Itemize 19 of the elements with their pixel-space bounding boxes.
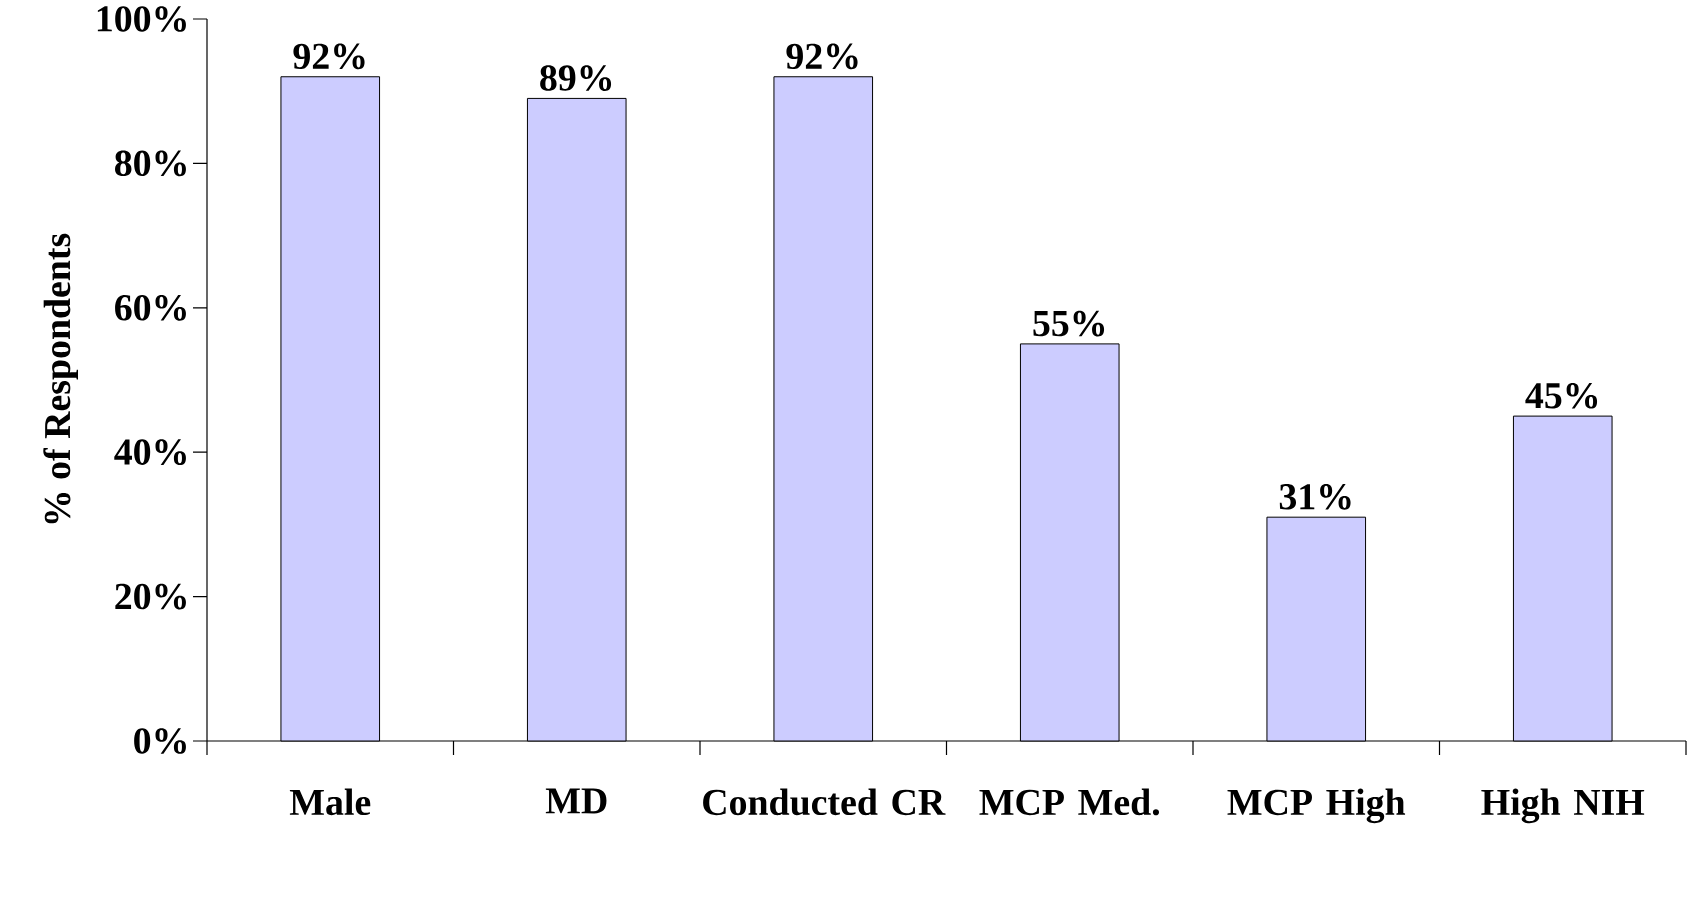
y-axis-title: % of Respondents bbox=[43, 233, 78, 524]
y-tick-label: 60% bbox=[115, 294, 186, 321]
data-label: 92% bbox=[786, 43, 858, 70]
data-label: 89% bbox=[540, 65, 612, 91]
y-tick-label: 20% bbox=[115, 583, 186, 610]
y-tick-label: 40% bbox=[114, 439, 186, 466]
x-tick-label: MCP Med. bbox=[979, 788, 1160, 816]
data-label: 45% bbox=[1525, 382, 1598, 409]
y-tick-label: 80% bbox=[115, 150, 186, 177]
x-tick-label: MCP High bbox=[1227, 788, 1406, 824]
x-tick-label: High NIH bbox=[1481, 788, 1645, 824]
data-label: 31% bbox=[1279, 483, 1351, 510]
y-tick-label: 100% bbox=[97, 6, 186, 32]
x-tick-label: MD bbox=[545, 788, 607, 814]
x-tick-label: Conducted CR bbox=[703, 788, 946, 816]
y-tick-label: 0% bbox=[134, 728, 186, 754]
data-label: 55% bbox=[1033, 310, 1105, 337]
x-tick-label: Male bbox=[289, 788, 371, 816]
data-label: 92% bbox=[293, 43, 365, 70]
